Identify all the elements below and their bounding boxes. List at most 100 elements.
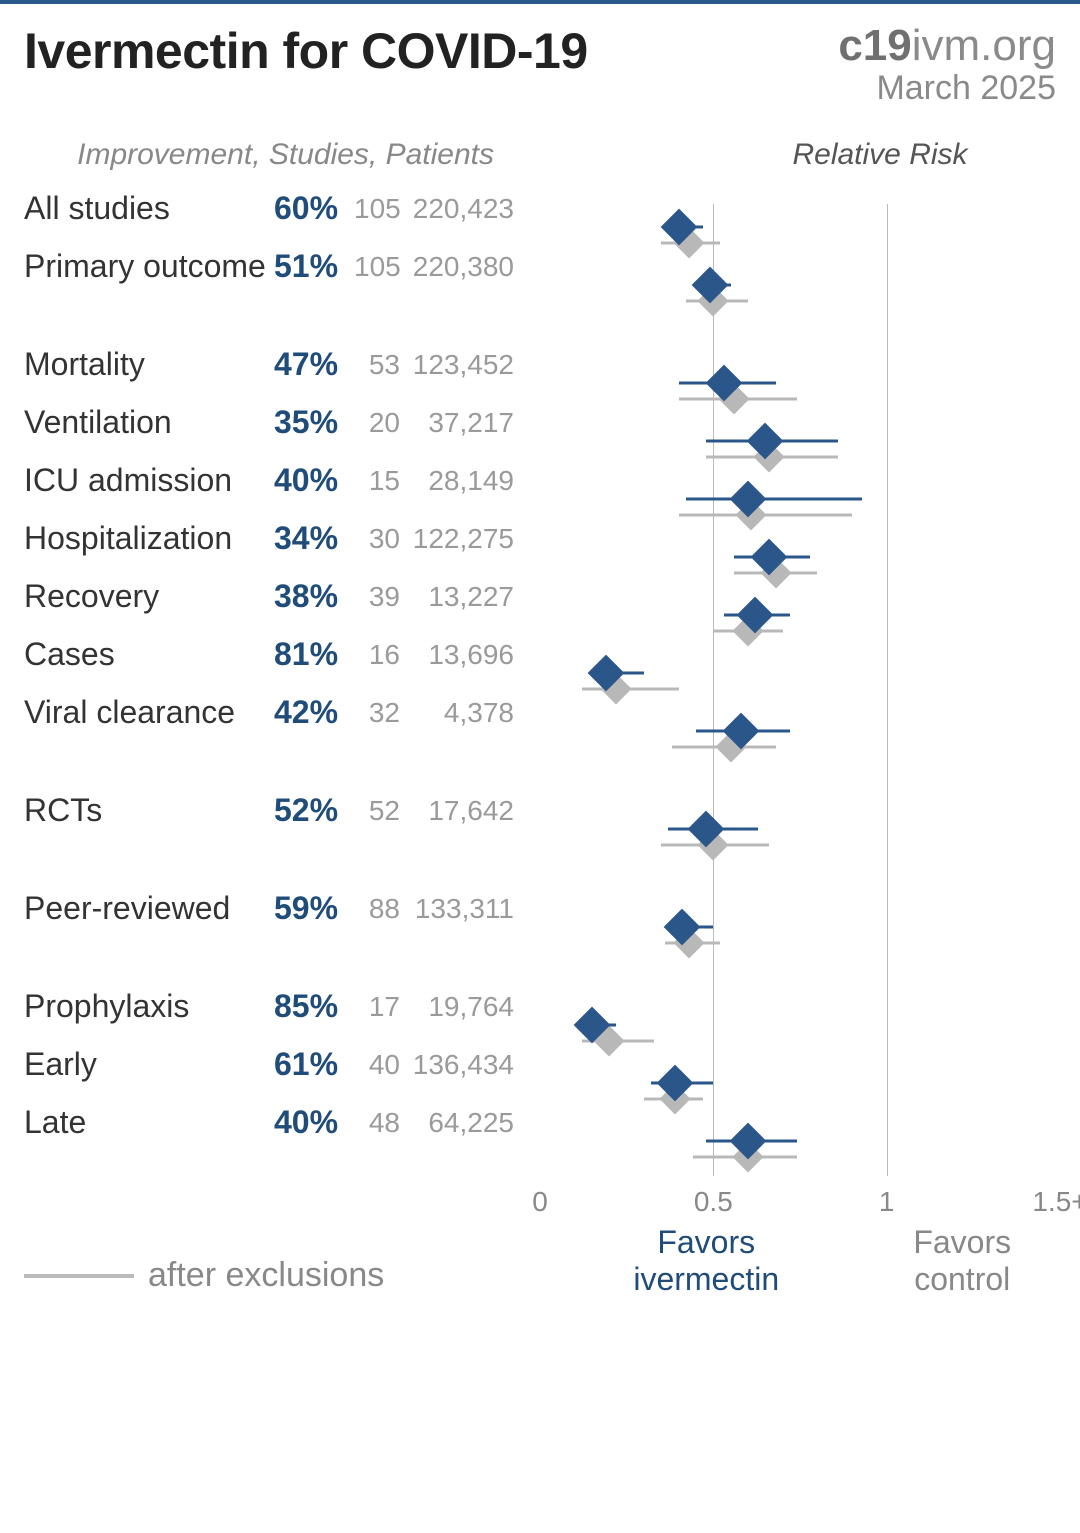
- row-patients-count: 220,423: [404, 193, 514, 225]
- point-estimate-diamond-icon: [730, 481, 767, 518]
- forest-marker: [540, 809, 1060, 849]
- confidence-interval-line: [686, 498, 863, 501]
- row-improvement-pct: 47%: [274, 346, 354, 383]
- legend-after-exclusions: after exclusions: [24, 1256, 384, 1295]
- row-label: All studies: [24, 190, 274, 227]
- row-patients-count: 220,380: [404, 251, 514, 283]
- row-studies-count: 40: [354, 1049, 404, 1081]
- row-patients-count: 136,434: [404, 1049, 514, 1081]
- row-label: Ventilation: [24, 404, 274, 441]
- row-patients-count: 37,217: [404, 407, 514, 439]
- row-label: Recovery: [24, 578, 274, 615]
- forest-marker: [540, 265, 1060, 305]
- point-estimate-diamond-icon: [747, 423, 784, 460]
- forest-marker: [540, 653, 1060, 693]
- row-studies-count: 48: [354, 1107, 404, 1139]
- forest-marker: [540, 907, 1060, 947]
- brand-url: c19ivm.org: [838, 22, 1056, 70]
- row-patients-count: 17,642: [404, 795, 514, 827]
- forest-marker: [540, 711, 1060, 751]
- row-studies-count: 30: [354, 523, 404, 555]
- row-label: Late: [24, 1104, 274, 1141]
- row-studies-count: 20: [354, 407, 404, 439]
- forest-marker: [540, 421, 1060, 461]
- row-studies-count: 105: [354, 193, 404, 225]
- row-studies-count: 32: [354, 697, 404, 729]
- legend-label: after exclusions: [148, 1256, 384, 1295]
- brand-block: c19ivm.org March 2025: [838, 22, 1056, 108]
- row-improvement-pct: 40%: [274, 462, 354, 499]
- point-estimate-diamond-icon: [737, 597, 774, 634]
- axis-tick-label: 1.5+: [1032, 1186, 1080, 1218]
- forest-marker: [540, 1063, 1060, 1103]
- col-header-right: Relative Risk: [494, 138, 1056, 172]
- row-patients-count: 19,764: [404, 991, 514, 1023]
- row-label: ICU admission: [24, 462, 274, 499]
- row-studies-count: 105: [354, 251, 404, 283]
- row-patients-count: 4,378: [404, 697, 514, 729]
- header: Ivermectin for COVID-19 c19ivm.org March…: [0, 4, 1080, 108]
- point-estimate-diamond-icon: [691, 267, 728, 304]
- point-estimate-diamond-icon: [657, 1065, 694, 1102]
- row-improvement-pct: 51%: [274, 248, 354, 285]
- row-patients-count: 122,275: [404, 523, 514, 555]
- row-patients-count: 28,149: [404, 465, 514, 497]
- row-patients-count: 123,452: [404, 349, 514, 381]
- row-improvement-pct: 38%: [274, 578, 354, 615]
- row-label: RCTs: [24, 792, 274, 829]
- row-label: Hospitalization: [24, 520, 274, 557]
- point-estimate-diamond-icon: [664, 909, 701, 946]
- row-label: Cases: [24, 636, 274, 673]
- row-improvement-pct: 60%: [274, 190, 354, 227]
- point-estimate-diamond-icon: [660, 209, 697, 246]
- row-label: Primary outcome: [24, 248, 274, 285]
- row-improvement-pct: 85%: [274, 988, 354, 1025]
- favors-treatment-label: Favorsivermectin: [633, 1224, 779, 1298]
- row-studies-count: 17: [354, 991, 404, 1023]
- legend-swatch-icon: [24, 1274, 134, 1278]
- forest-marker: [540, 537, 1060, 577]
- row-studies-count: 15: [354, 465, 404, 497]
- row-label: Early: [24, 1046, 274, 1083]
- row-label: Prophylaxis: [24, 988, 274, 1025]
- forest-marker: [540, 1005, 1060, 1045]
- point-estimate-diamond-icon: [574, 1007, 611, 1044]
- favors-control-label: Favorscontrol: [913, 1224, 1011, 1298]
- row-label: Peer-reviewed: [24, 890, 274, 927]
- forest-marker: [540, 1121, 1060, 1161]
- row-patients-count: 133,311: [404, 893, 514, 925]
- axis-tick-label: 1: [879, 1186, 895, 1218]
- row-label: Mortality: [24, 346, 274, 383]
- row-improvement-pct: 81%: [274, 636, 354, 673]
- row-improvement-pct: 34%: [274, 520, 354, 557]
- row-improvement-pct: 42%: [274, 694, 354, 731]
- row-studies-count: 88: [354, 893, 404, 925]
- row-studies-count: 52: [354, 795, 404, 827]
- row-patients-count: 13,227: [404, 581, 514, 613]
- row-patients-count: 13,696: [404, 639, 514, 671]
- point-estimate-diamond-icon: [705, 365, 742, 402]
- row-improvement-pct: 40%: [274, 1104, 354, 1141]
- row-studies-count: 16: [354, 639, 404, 671]
- column-headers: Improvement, Studies, Patients Relative …: [0, 108, 1080, 172]
- row-improvement-pct: 59%: [274, 890, 354, 927]
- point-estimate-diamond-icon: [723, 713, 760, 750]
- row-improvement-pct: 52%: [274, 792, 354, 829]
- row-studies-count: 39: [354, 581, 404, 613]
- forest-plot-area: [540, 204, 1060, 1176]
- col-header-left: Improvement, Studies, Patients: [24, 138, 494, 172]
- brand-date: March 2025: [838, 70, 1056, 107]
- axis-tick-label: 0.5: [694, 1186, 733, 1218]
- point-estimate-diamond-icon: [730, 1123, 767, 1160]
- page-title: Ivermectin for COVID-19: [24, 22, 588, 108]
- row-improvement-pct: 61%: [274, 1046, 354, 1083]
- forest-marker: [540, 595, 1060, 635]
- row-studies-count: 53: [354, 349, 404, 381]
- row-patients-count: 64,225: [404, 1107, 514, 1139]
- axis-tick-label: 0: [532, 1186, 548, 1218]
- point-estimate-diamond-icon: [688, 811, 725, 848]
- row-label: Viral clearance: [24, 694, 274, 731]
- point-estimate-diamond-icon: [587, 655, 624, 692]
- point-estimate-diamond-icon: [750, 539, 787, 576]
- forest-marker: [540, 479, 1060, 519]
